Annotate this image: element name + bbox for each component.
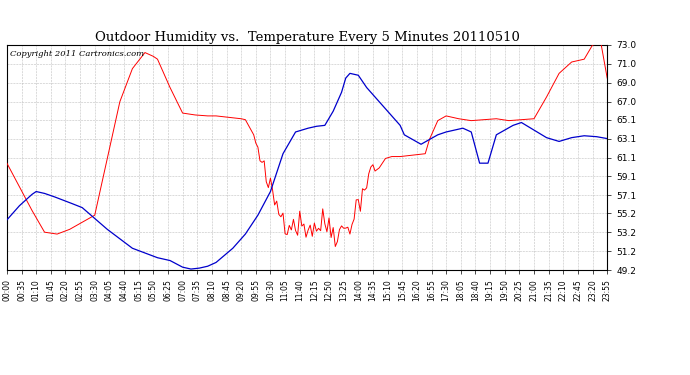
Text: Copyright 2011 Cartronics.com: Copyright 2011 Cartronics.com	[10, 50, 144, 57]
Title: Outdoor Humidity vs.  Temperature Every 5 Minutes 20110510: Outdoor Humidity vs. Temperature Every 5…	[95, 31, 520, 44]
